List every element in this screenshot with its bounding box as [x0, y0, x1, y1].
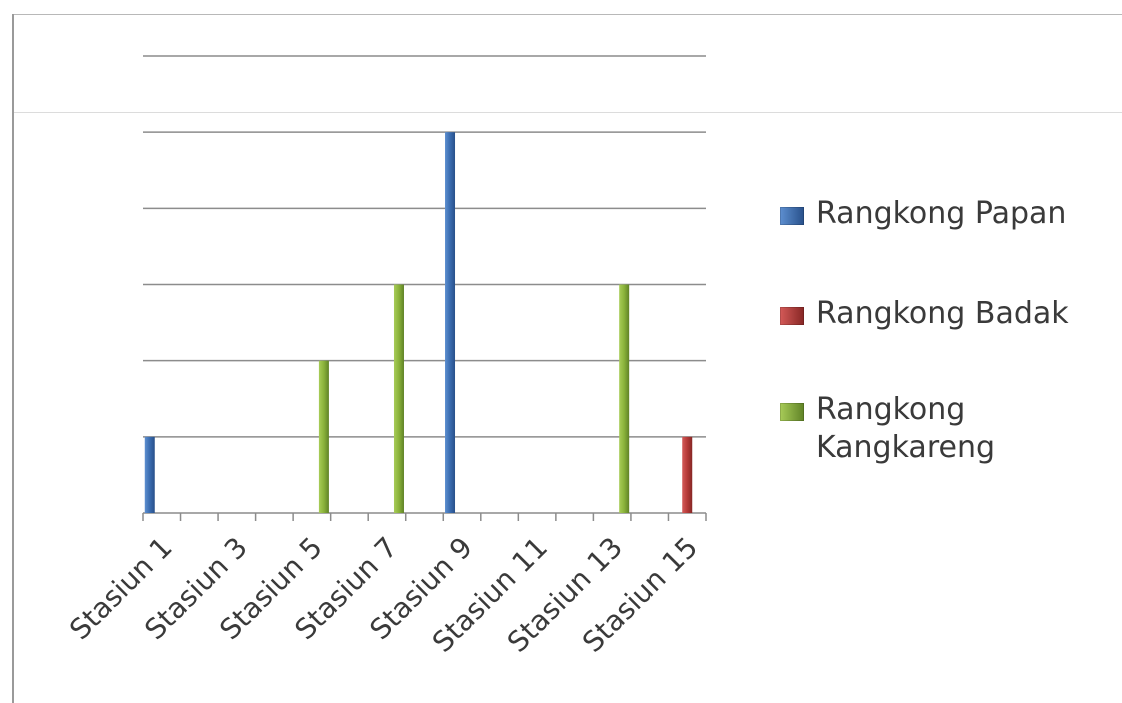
- legend: Rangkong Papan Rangkong Badak Rangkong K…: [780, 195, 1110, 513]
- legend-swatch-rangkong-kangkareng: [780, 403, 804, 421]
- bar-rangkong-papan: [445, 132, 456, 513]
- legend-item-rangkong-badak: Rangkong Badak: [780, 295, 1110, 333]
- legend-label-rangkong-kangkareng: Rangkong Kangkareng: [816, 392, 996, 465]
- bar-rangkong-kangkareng: [393, 284, 404, 513]
- legend-swatch-rangkong-papan: [780, 207, 804, 225]
- legend-item-rangkong-kangkareng: Rangkong Kangkareng: [780, 391, 1110, 467]
- legend-item-rangkong-papan: Rangkong Papan: [780, 195, 1110, 233]
- frame-left-border: [12, 14, 14, 703]
- frame-top-border: [12, 14, 1122, 15]
- bar-rangkong-badak: [682, 436, 693, 513]
- gridlines: [143, 55, 706, 438]
- frame-divider: [14, 112, 1122, 113]
- bars: [144, 132, 693, 513]
- bar-rangkong-kangkareng: [619, 284, 630, 513]
- bar-rangkong-papan: [144, 436, 155, 513]
- legend-swatch-rangkong-badak: [780, 307, 804, 325]
- axes: [142, 512, 707, 521]
- legend-label-rangkong-badak: Rangkong Badak: [816, 296, 1069, 331]
- bar-rangkong-kangkareng: [318, 360, 329, 513]
- legend-label-rangkong-papan: Rangkong Papan: [816, 196, 1067, 231]
